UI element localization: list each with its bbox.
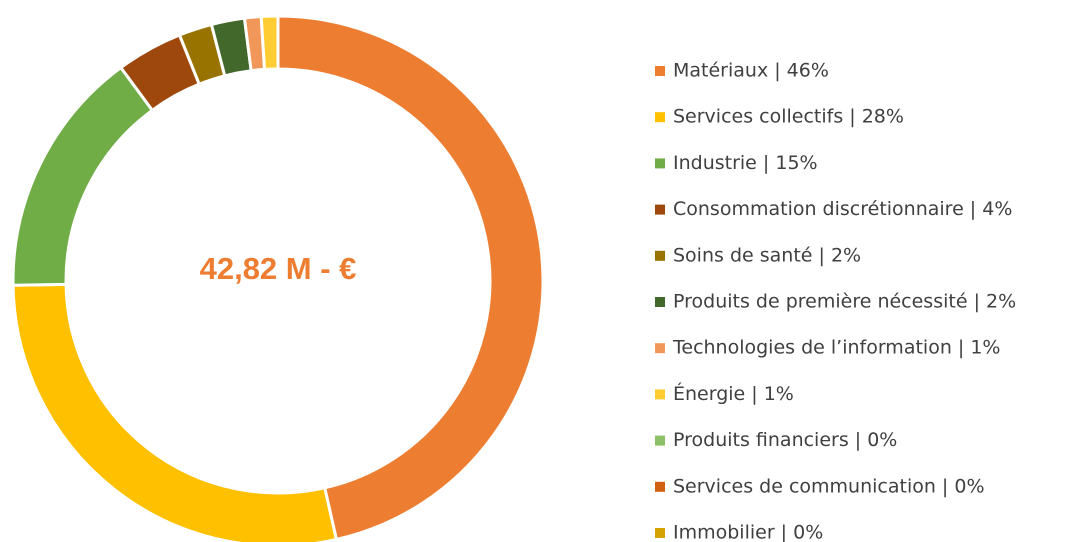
legend-swatch (655, 204, 665, 215)
legend-label: Énergie | 1% (673, 382, 794, 405)
legend-swatch (655, 435, 665, 446)
legend-swatch (655, 112, 665, 123)
legend-swatch (655, 528, 665, 538)
legend-swatch (655, 343, 665, 354)
legend-label: Matériaux | 46% (673, 60, 829, 82)
legend-swatch (655, 389, 665, 400)
donut-slice (259, 14, 280, 72)
legend-label: Soins de santé | 2% (673, 244, 861, 266)
legend-label: Technologies de l’information | 1% (672, 337, 1000, 359)
legend-swatch (655, 297, 665, 307)
legend-swatch (655, 250, 665, 261)
donut-slice (11, 282, 339, 542)
donut-slice (276, 14, 545, 542)
legend-label: Services de communication | 0% (673, 475, 985, 497)
donut-slice (11, 65, 155, 287)
legend-label: Produits de première nécessité | 2% (673, 291, 1016, 313)
legend-label: Services collectifs | 28% (673, 106, 904, 128)
legend-label: Immobilier | 0% (673, 522, 823, 542)
legend-label: Industrie | 15% (673, 152, 818, 174)
legend-swatch (655, 481, 665, 492)
center-label: 42,82 M - € (200, 251, 357, 286)
legend-label: Produits financiers | 0% (673, 429, 897, 451)
legend-swatch (655, 66, 665, 76)
legend-swatch (655, 158, 665, 169)
legend-label: Consommation discrétionnaire | 4% (673, 198, 1012, 220)
